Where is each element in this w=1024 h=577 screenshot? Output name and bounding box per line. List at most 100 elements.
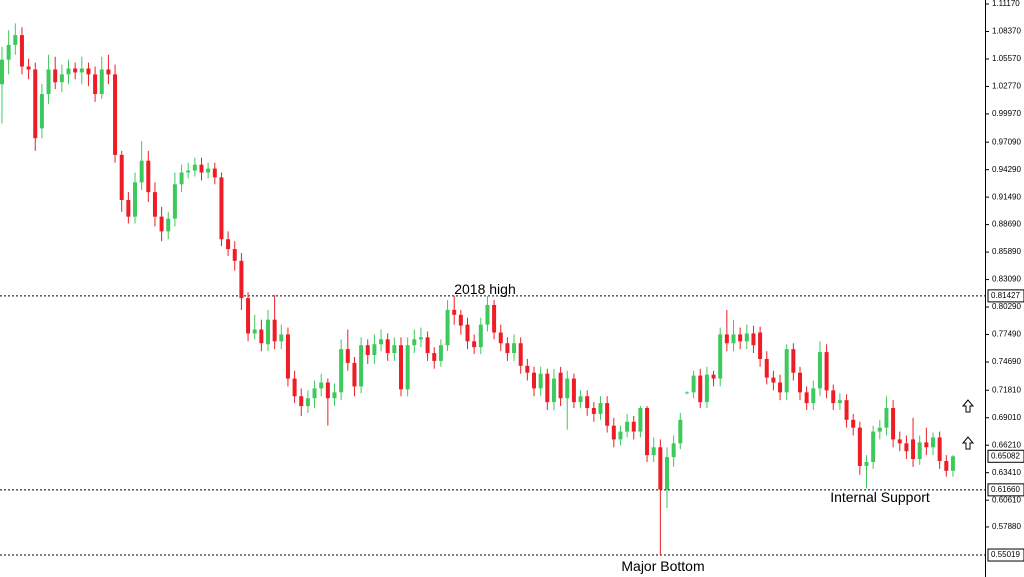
candle-body	[172, 184, 177, 219]
candle-body	[831, 390, 836, 404]
candle-body	[711, 374, 716, 379]
candle-body	[684, 392, 689, 394]
candle-body	[598, 403, 603, 414]
candle-body	[299, 396, 304, 407]
candle-body	[292, 378, 297, 397]
candle-body	[877, 427, 882, 432]
candle-body	[186, 170, 191, 173]
candle-body	[285, 334, 290, 379]
candle-body	[538, 373, 543, 389]
candle-body	[119, 154, 124, 200]
candle-body	[93, 74, 98, 95]
candle-body	[53, 69, 58, 83]
arrow-icon	[961, 399, 975, 413]
candle-body	[159, 216, 164, 232]
candle-body	[312, 388, 317, 399]
candle-body	[512, 343, 517, 354]
candle-body	[551, 378, 556, 403]
candle-body	[332, 392, 337, 399]
y-tick-label: 0.77490	[992, 330, 1021, 339]
candle-body	[618, 431, 623, 440]
candle-body	[6, 44, 11, 60]
level-label: 0.61660	[991, 485, 1020, 494]
candle-body	[239, 260, 244, 299]
candle-body	[425, 337, 430, 354]
candle-body	[738, 334, 743, 342]
candle-body	[605, 403, 610, 426]
candle-body	[33, 69, 38, 139]
candle-body	[917, 442, 922, 460]
candle-body	[66, 68, 71, 75]
candle-body	[851, 419, 856, 428]
level-label: 0.65082	[991, 451, 1020, 460]
candle-body	[798, 372, 802, 393]
candle-body	[771, 377, 776, 383]
candle-body	[591, 408, 596, 414]
candle-body	[791, 349, 796, 373]
level-box	[987, 483, 1024, 497]
candle-body	[345, 349, 350, 363]
candle-body	[465, 324, 470, 342]
candle-body	[39, 94, 44, 129]
candle-body	[944, 461, 949, 471]
candle-body	[784, 349, 789, 393]
candle-body	[505, 343, 510, 354]
y-tick-label: 1.08370	[992, 27, 1021, 36]
y-tick-label: 0.99970	[992, 109, 1021, 118]
candle-body	[106, 69, 111, 75]
candle-body	[724, 334, 729, 344]
candle-body	[86, 68, 91, 75]
candle-body	[645, 408, 650, 456]
candle-body	[206, 168, 211, 173]
y-tick-label: 1.05570	[992, 54, 1021, 63]
candle-body	[445, 309, 450, 346]
candle-body	[246, 298, 251, 334]
candle-body	[126, 199, 131, 217]
candle-body	[485, 304, 490, 325]
candle-body	[365, 345, 370, 356]
candle-body	[152, 192, 157, 217]
candle-body	[13, 35, 18, 45]
candle-body	[385, 339, 390, 354]
candle-body	[458, 314, 463, 326]
candle-body	[79, 68, 84, 73]
y-tick-label: 0.60610	[992, 495, 1021, 504]
candle-body	[59, 74, 64, 83]
candle-body	[179, 172, 184, 185]
candle-body	[432, 353, 437, 361]
candle-body	[412, 339, 417, 346]
y-tick-label: 0.94290	[992, 165, 1021, 174]
y-tick-label: 0.57880	[992, 522, 1021, 531]
candle-body	[817, 352, 822, 389]
candle-body	[133, 182, 137, 217]
candle-body	[525, 365, 530, 373]
level-label: 0.55019	[991, 550, 1020, 559]
candle-body	[937, 437, 942, 462]
candle-body	[651, 447, 656, 456]
candle-body	[857, 427, 862, 466]
candle-body	[871, 431, 876, 462]
candle-body	[565, 378, 570, 399]
candle-body	[252, 329, 257, 334]
candle-body	[472, 341, 477, 348]
candle-body	[578, 396, 583, 403]
candle-body	[26, 66, 31, 70]
candle-body	[704, 374, 709, 403]
y-tick-label: 0.83090	[992, 275, 1021, 284]
level-box	[987, 548, 1024, 562]
candle-body	[824, 352, 829, 391]
candle-body	[691, 375, 696, 393]
annotation: Major Bottom	[621, 558, 704, 574]
annotation: 2018 high	[454, 281, 516, 297]
candle-body	[931, 437, 935, 448]
y-tick-label: 1.11170	[992, 0, 1020, 8]
candle-body	[498, 332, 503, 344]
candle-body	[418, 337, 423, 340]
candle-body	[279, 334, 284, 342]
candle-body	[212, 168, 217, 178]
y-tick-label: 0.74690	[992, 357, 1021, 366]
candle-body	[778, 382, 783, 393]
candle-body	[325, 382, 330, 399]
candle-body	[232, 249, 237, 261]
candle-body	[844, 400, 849, 420]
